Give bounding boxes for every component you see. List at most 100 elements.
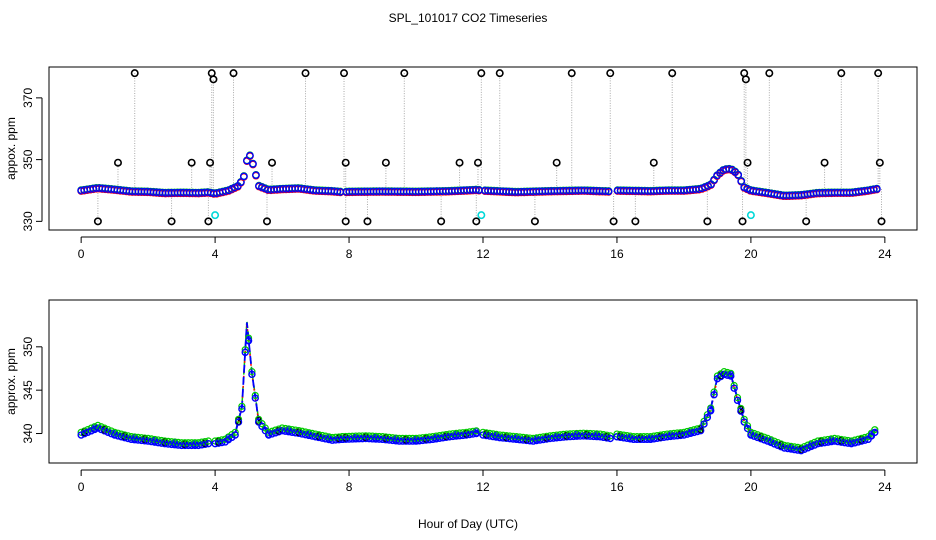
top-outlier-point [668,69,677,78]
top-data-point [472,185,480,194]
bottom-x-tick-label: 12 [476,480,490,494]
bottom-x-tick-label: 16 [610,480,624,494]
bottom-data-point [753,433,762,442]
bottom-data-point [255,415,263,423]
bottom-data-point [234,415,243,423]
bottom-data-point [234,418,243,426]
bottom-x-tick-label: 0 [78,480,85,494]
bottom-marker-label: 3 [246,334,252,346]
top-data-point [246,151,254,160]
top-outlier-point [263,217,272,226]
bottom-data-point [231,431,239,439]
bottom-data-point [244,334,253,342]
bottom-data-point [261,424,269,432]
top-outlier-point [877,217,886,226]
bottom-marker-label: 3 [225,433,231,445]
bottom-data-point [472,429,481,438]
bottom-data-point [248,368,256,376]
bottom-data-point [737,407,745,415]
top-outlier-point [400,69,409,78]
top-outlier-point [204,217,213,226]
bottom-data-point [244,337,253,345]
bottom-y-axis-label: approx. ppm [4,348,18,415]
top-outlier-point [167,217,176,226]
bottom-data-point [238,402,246,410]
top-outlier-point [341,217,350,226]
bottom-data-point [747,431,755,439]
top-outlier-point [340,69,349,78]
bottom-y-tick-label: 350 [21,336,35,356]
top-plot-frame [48,66,918,231]
top-outlier-point [820,158,829,167]
top-outlier-point [649,158,658,167]
top-data-point [333,187,342,196]
bottom-data-point [703,413,712,422]
top-outlier-point [743,158,752,167]
bottom-data-point [707,404,715,412]
bottom-marker-label: 3 [698,424,704,436]
bottom-y-tick-label: 345 [21,380,35,400]
top-x-tick-label: 20 [744,247,758,261]
top-outlier-point [187,158,196,167]
bottom-marker-label: 3 [868,429,874,441]
bottom-data-point [241,348,249,357]
bottom-marker-label: 3 [256,416,262,428]
bottom-data-point [710,391,718,399]
bottom-data-point [707,407,715,415]
bottom-data-point [730,384,738,392]
bottom-data-point [733,396,742,405]
top-outlier-point [473,158,482,167]
bottom-data-point [700,420,708,428]
top-y-axis-label: appox. ppm [4,117,18,180]
bottom-data-point [763,437,772,445]
top-data-point [737,177,746,186]
top-outlier-point [741,75,750,84]
top-outlier-point [495,69,504,78]
bottom-data-point [606,432,614,440]
bottom-x-tick-label: 20 [744,480,758,494]
top-data-point [604,187,613,196]
bottom-data-point [743,422,752,430]
top-outlier-point [437,217,446,226]
top-calibration-point [211,211,220,220]
bottom-data-point [770,440,779,448]
bottom-series-line [214,322,343,444]
chart-title: SPL_101017 CO2 Timeseries [389,11,548,25]
top-outlier-point [301,69,310,78]
top-outlier-point [765,69,774,78]
bottom-data-point [251,391,259,400]
bottom-data-point [730,381,738,390]
top-outlier-point [130,69,139,78]
bottom-data-point [107,429,115,438]
top-outlier-point [609,217,618,226]
top-y-tick-label: 350 [21,149,35,169]
bottom-data-point [606,434,614,443]
bottom-data-point [104,428,112,436]
top-outlier-point [837,69,846,78]
top-calibration-point [746,211,755,220]
bottom-data-point [248,370,256,379]
top-outlier-point [606,69,615,78]
bottom-x-tick-label: 8 [346,480,353,494]
x-axis-label: Hour of Day (UTC) [418,517,518,531]
bottom-marker-label: 3 [708,404,714,416]
bottom-data-point [740,415,748,423]
bottom-data-point [251,394,259,402]
top-outlier-point [738,217,747,226]
top-outlier-point [472,217,481,226]
top-data-point [872,185,881,193]
bottom-data-point [258,420,266,428]
bottom-data-point [871,426,879,434]
bottom-marker-label: 3 [235,416,241,428]
bottom-marker-label: 3 [738,405,744,417]
bottom-x-tick-label: 24 [878,480,892,494]
bottom-data-point [710,388,718,396]
top-data-point [249,160,257,168]
top-outlier-point [113,158,122,167]
bottom-data-point [231,428,239,436]
top-outlier-point [874,69,883,78]
bottom-data-point [810,438,819,446]
